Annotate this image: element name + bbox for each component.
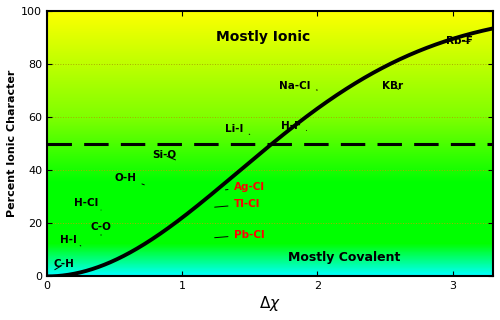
Text: Tl-Cl: Tl-Cl: [214, 199, 260, 209]
Text: C-H: C-H: [54, 259, 74, 270]
Text: H-F: H-F: [281, 121, 306, 131]
Text: O-H: O-H: [114, 173, 144, 185]
Text: Pb-Cl: Pb-Cl: [214, 230, 264, 240]
Text: H-Cl: H-Cl: [74, 198, 101, 210]
Text: KBr: KBr: [382, 81, 404, 91]
Text: Mostly Ionic: Mostly Ionic: [216, 30, 310, 44]
X-axis label: $\Delta\chi$: $\Delta\chi$: [259, 294, 281, 313]
Text: Mostly Covalent: Mostly Covalent: [288, 251, 401, 264]
Text: Ag-Cl: Ag-Cl: [226, 182, 264, 192]
Text: H-I: H-I: [60, 235, 81, 246]
Text: Na-Cl: Na-Cl: [280, 81, 318, 91]
Text: Rb-F: Rb-F: [446, 36, 472, 46]
Y-axis label: Percent Ionic Character: Percent Ionic Character: [7, 70, 17, 217]
Text: C-O: C-O: [90, 222, 111, 235]
Text: Si-O: Si-O: [152, 150, 176, 160]
Text: Li-I: Li-I: [226, 124, 250, 134]
